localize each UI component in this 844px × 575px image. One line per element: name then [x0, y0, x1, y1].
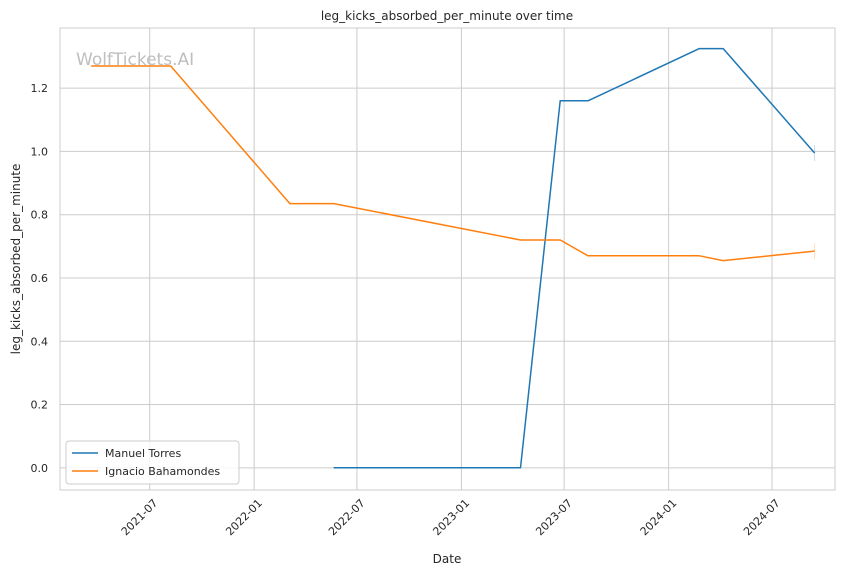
- y-axis-label: leg_kicks_absorbed_per_minute: [9, 164, 23, 355]
- y-tick-label: 1.0: [31, 145, 49, 158]
- y-axis-ticks: 0.0 0.2 0.4 0.6 0.8 1.0 1.2: [31, 82, 49, 475]
- x-axis-label: Date: [433, 552, 462, 566]
- y-tick-label: 0.2: [31, 399, 49, 412]
- plot-frame: [59, 27, 836, 491]
- y-tick-label: 0.6: [31, 272, 49, 285]
- chart-title: leg_kicks_absorbed_per_minute over time: [321, 9, 573, 23]
- watermark: WolfTickets.AI: [76, 50, 194, 70]
- y-tick-label: 0.8: [31, 209, 49, 222]
- legend-label-manuel-torres: Manuel Torres: [105, 447, 181, 460]
- y-tick-label: 1.2: [31, 82, 49, 95]
- series-lines: [91, 47, 816, 469]
- legend: Manuel Torres Ignacio Bahamondes: [65, 440, 240, 485]
- legend-label-ignacio-bahamondes: Ignacio Bahamondes: [105, 465, 220, 478]
- series-line-ignacio-bahamondes: [91, 65, 815, 262]
- y-tick-label: 0.4: [31, 335, 49, 348]
- grid: [60, 28, 835, 490]
- series-line-manuel-torres: [333, 47, 816, 469]
- y-tick-label: 0.0: [31, 462, 49, 475]
- legend-frame: [65, 440, 240, 485]
